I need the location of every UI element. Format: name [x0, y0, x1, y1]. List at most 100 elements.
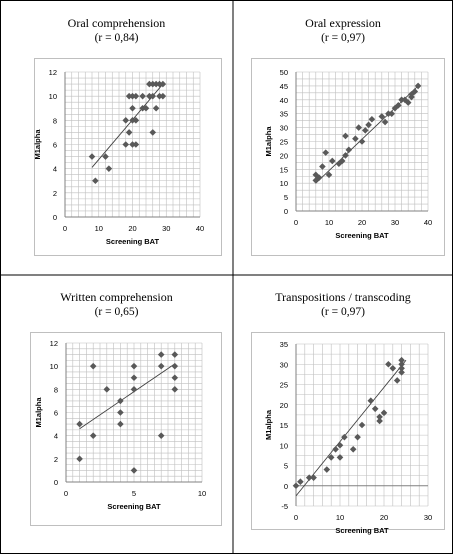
- y-tick-label: 25: [280, 381, 288, 390]
- data-point: [130, 362, 138, 370]
- trendline: [79, 363, 176, 430]
- x-tick-label: 20: [128, 224, 136, 233]
- y-axis-label: M1alpha: [264, 126, 273, 157]
- data-point: [171, 386, 179, 393]
- x-axis-label: Screening BAT: [106, 237, 160, 246]
- data-point: [89, 362, 97, 370]
- data-point: [312, 171, 320, 179]
- y-tick-label: 10: [49, 92, 57, 101]
- data-point: [378, 113, 386, 120]
- scatter-chart-transpositions-transcoding: -5 0 5 10 15 20 25 30 35 0 10 20 30 Screening BAT M1al…: [264, 340, 432, 535]
- data-point: [157, 362, 165, 370]
- data-point: [362, 127, 369, 134]
- data-point: [152, 104, 160, 112]
- y-tick-label: 50: [280, 68, 288, 77]
- x-tick-label: 30: [424, 513, 432, 522]
- data-point: [365, 121, 372, 129]
- data-point: [146, 92, 153, 100]
- data-point: [103, 386, 111, 393]
- data-point: [122, 117, 130, 124]
- y-tick-label: 35: [280, 110, 288, 119]
- data-point: [319, 163, 326, 170]
- y-tick-label: 35: [280, 340, 288, 349]
- data-point: [355, 124, 362, 131]
- y-tick-label: 0: [284, 482, 288, 491]
- data-point: [404, 99, 412, 106]
- data-point: [171, 362, 179, 370]
- data-point: [129, 117, 136, 124]
- panel-written-comprehension: Written comprehension (r = 0,65) 0 2 4 6 8 10…: [0, 276, 233, 554]
- x-tick-label: 10: [198, 489, 206, 498]
- data-point: [171, 351, 179, 358]
- data-point: [117, 397, 124, 405]
- x-tick-label: 5: [132, 489, 136, 498]
- y-tick-label: 20: [280, 401, 288, 410]
- data-point: [342, 152, 349, 159]
- scatter-chart-written-comprehension: 0 2 4 6 8 10 12 0 5 10 Screening BAT M1alpha: [34, 339, 206, 511]
- y-tick-label: 10: [280, 441, 288, 450]
- x-tick-label: 30: [162, 224, 170, 233]
- data-point: [325, 171, 333, 179]
- chart-box: [251, 332, 445, 530]
- y-tick-label: 2: [53, 189, 57, 198]
- data-point: [395, 102, 402, 109]
- data-point: [380, 409, 388, 417]
- y-tick-label: 30: [280, 124, 288, 133]
- x-axis-label: Screening BAT: [335, 526, 389, 535]
- data-point: [354, 433, 361, 441]
- data-point: [336, 441, 344, 449]
- x-tick-label: 10: [325, 218, 333, 227]
- data-point: [371, 405, 379, 413]
- y-tick-label: 25: [280, 138, 288, 147]
- x-tick-label: 20: [380, 513, 388, 522]
- data-point: [341, 433, 348, 441]
- y-tick-label: 0: [54, 478, 58, 487]
- panel-subtitle: (r = 0,65): [94, 306, 139, 318]
- scatter-chart-oral-comprehension: 0 2 4 6 8 10 12 0 10 20 30 40 Screening BAT M1alpha: [33, 68, 204, 246]
- data-point: [146, 80, 153, 88]
- panel-oral-comprehension: Oral comprehension (r = 0,84) 0 2 4 6 8 10 12 0…: [0, 0, 233, 275]
- data-point: [368, 115, 376, 123]
- panel-transpositions-transcoding: Transpositions / transcoding (r = 0,97) …: [233, 276, 453, 554]
- data-point: [159, 92, 167, 100]
- y-tick-label: 10: [50, 362, 58, 371]
- data-point: [139, 92, 146, 100]
- data-point: [358, 421, 366, 429]
- data-point: [117, 420, 124, 428]
- scatter-chart-oral-expression: 0 5 10 15 20 25 30 35 40 45 50 0 10 20 30 40 Screening B…: [264, 68, 432, 240]
- panel-subtitle: (r = 0,97): [321, 306, 365, 318]
- data-point: [323, 466, 331, 473]
- panel-title: Oral comprehension: [67, 16, 166, 30]
- y-tick-label: 6: [54, 409, 58, 418]
- x-axis-label: Screening BAT: [335, 231, 389, 240]
- data-point: [292, 482, 300, 490]
- data-point: [88, 153, 96, 160]
- y-tick-label: 40: [280, 96, 288, 105]
- y-tick-label: 30: [280, 360, 288, 369]
- data-point: [156, 80, 163, 88]
- panel-oral-expression: Oral expression (r = 0,97) 0 5 10 15 20 25 30 3…: [233, 0, 453, 275]
- data-point: [129, 141, 136, 148]
- y-tick-label: 15: [280, 165, 288, 174]
- data-point: [102, 153, 109, 160]
- data-point: [92, 177, 99, 185]
- data-point: [345, 146, 353, 154]
- data-point: [312, 177, 320, 184]
- x-tick-label: 40: [196, 224, 204, 233]
- data-point: [157, 432, 165, 439]
- y-tick-label: 0: [53, 213, 57, 222]
- data-point: [367, 397, 375, 404]
- y-tick-label: 8: [53, 116, 57, 125]
- data-point: [329, 157, 336, 165]
- data-point: [385, 360, 392, 368]
- data-point: [139, 104, 146, 112]
- y-tick-label: 6: [53, 141, 57, 150]
- data-point: [125, 92, 133, 100]
- data-point: [414, 82, 422, 90]
- trendline: [295, 359, 407, 497]
- data-point: [130, 467, 138, 474]
- data-point: [130, 374, 138, 382]
- data-point: [157, 351, 165, 358]
- data-point: [376, 413, 383, 421]
- y-tick-label: 12: [50, 339, 58, 348]
